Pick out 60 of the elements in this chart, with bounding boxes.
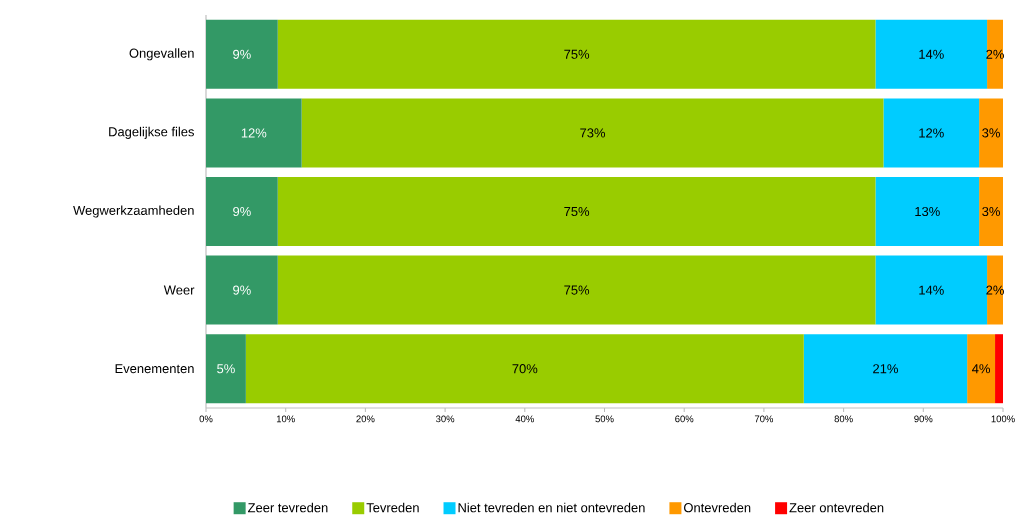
data-label: 13% [915, 206, 940, 217]
bar [875, 19, 988, 89]
data-label: 3% [982, 206, 1000, 217]
x-tick-label: 40% [515, 415, 534, 423]
bar [987, 255, 1004, 325]
data-label: 4% [972, 364, 990, 374]
legend-label: Niet tevreden en niet ontevreden [458, 502, 645, 513]
data-label: 75% [564, 49, 590, 59]
bar [206, 98, 302, 168]
legend-label: Tevreden [366, 502, 419, 513]
x-tick-label: 20% [356, 415, 375, 423]
bar [206, 177, 278, 246]
bar [206, 334, 246, 404]
data-label: 73% [580, 128, 606, 138]
bar [301, 98, 884, 168]
x-tick-label: 90% [914, 415, 933, 423]
bar [245, 334, 804, 404]
data-label: 12% [919, 128, 944, 138]
bar [979, 177, 1004, 246]
bar [979, 98, 1004, 168]
y-tick-label: Evenementen [115, 364, 194, 374]
x-tick-label: 50% [595, 415, 614, 423]
bar [995, 334, 1004, 404]
data-label: 5% [217, 364, 235, 374]
legend-label: Zeer ontevreden [789, 502, 884, 513]
data-label: 3% [982, 128, 1000, 138]
bar [875, 177, 980, 246]
x-tick-label: 80% [834, 415, 853, 423]
y-tick-label: Dagelijkse files [109, 126, 194, 139]
legend-label: Zeer tevreden [248, 502, 328, 513]
data-label: 14% [919, 285, 944, 295]
x-tick-label: 70% [754, 415, 774, 423]
bar [277, 19, 876, 89]
data-label: 70% [512, 364, 538, 374]
x-tick-label: 60% [675, 415, 694, 423]
y-tick-label: Ongevallen [129, 48, 194, 61]
data-label: 75% [564, 206, 590, 217]
x-tick-label: 30% [435, 415, 455, 423]
x-tick-label: 0% [199, 415, 213, 423]
bar [206, 255, 278, 325]
data-label: 75% [564, 285, 590, 295]
data-label: 9% [233, 206, 251, 217]
bar [803, 334, 968, 404]
bar [277, 177, 876, 246]
y-tick-label: Weer [163, 285, 195, 295]
bar [206, 19, 278, 89]
bar [875, 255, 988, 325]
bar [277, 255, 876, 325]
data-label: 21% [873, 364, 898, 374]
legend-label: Ontevreden [684, 502, 751, 513]
y-tick-label: Wegwerkzaamheden [73, 205, 194, 218]
data-label: 9% [233, 285, 251, 295]
data-label: 9% [233, 49, 251, 59]
bar [883, 98, 980, 168]
x-tick-label: 100% [991, 415, 1015, 423]
bar [967, 334, 996, 404]
x-tick-label: 10% [276, 415, 295, 423]
bar [987, 19, 1004, 89]
data-label: 14% [919, 49, 944, 59]
data-label: 12% [241, 128, 267, 138]
